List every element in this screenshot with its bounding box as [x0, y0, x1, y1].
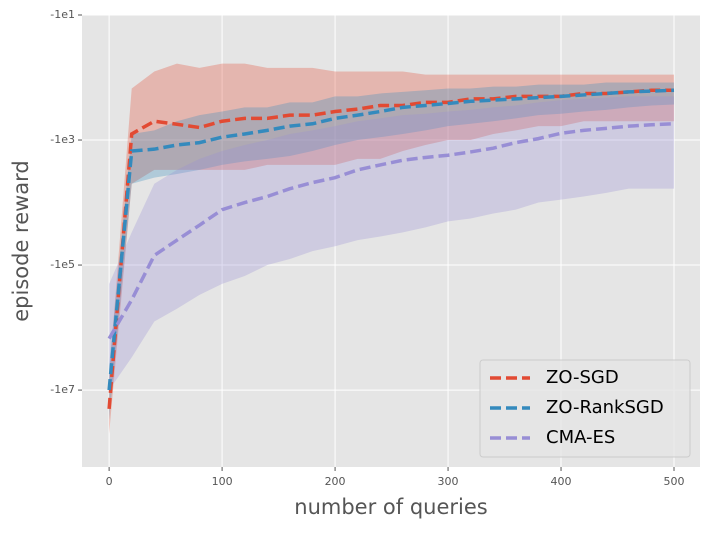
- x-tick-label: 200: [325, 475, 346, 488]
- y-tick-label: -1e1: [50, 8, 75, 21]
- series-line: [107, 88, 675, 391]
- confidence-band: [109, 63, 675, 434]
- confidence-band: [109, 96, 675, 391]
- legend-label: ZO-SGD: [546, 367, 619, 388]
- legend: ZO-SGD ZO-RankSGD CMA-ES: [479, 359, 691, 458]
- y-axis-label: episode reward: [9, 160, 33, 322]
- plot-area: [82, 14, 700, 467]
- x-tick-label: 100: [212, 475, 233, 488]
- x-axis-label: number of queries: [294, 495, 487, 519]
- y-tick-label: -1e3: [50, 133, 75, 146]
- x-tick-label: 0: [106, 475, 113, 488]
- x-tick-label: 500: [664, 475, 685, 488]
- series-line: [107, 122, 675, 340]
- legend-label: CMA-ES: [546, 427, 615, 448]
- y-tick-label: -1e7: [50, 383, 75, 396]
- y-tick-label: -1e5: [50, 258, 75, 271]
- x-tick-label: 400: [551, 475, 572, 488]
- x-tick-label: 300: [438, 475, 459, 488]
- legend-label: ZO-RankSGD: [546, 397, 664, 418]
- legend-box: [479, 359, 691, 458]
